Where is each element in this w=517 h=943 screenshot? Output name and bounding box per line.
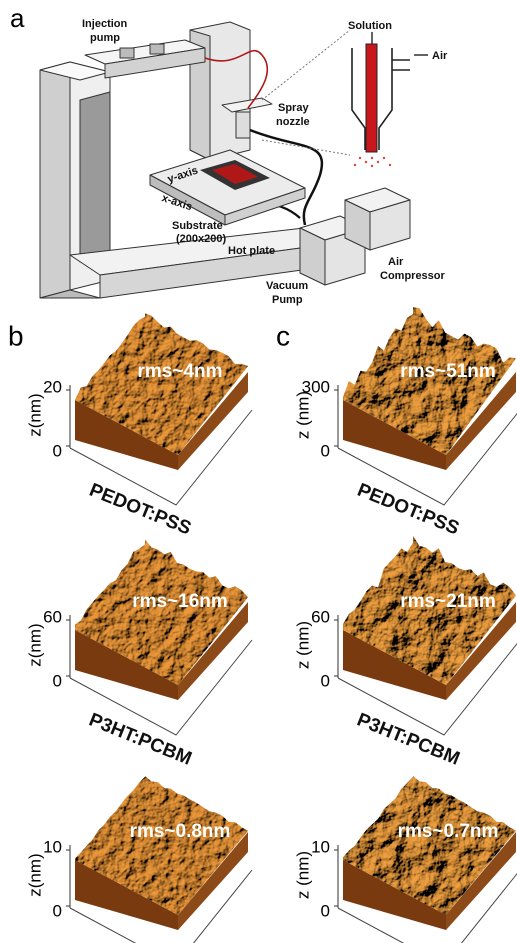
z-tick-label: 0 [321, 441, 330, 460]
nozzle-detail [352, 32, 428, 167]
label: (200x200) [176, 233, 226, 245]
rms-label: rms~4nm [137, 361, 222, 382]
z-tick-label: 10 [311, 837, 330, 856]
rms-label: rms~21nm [400, 591, 496, 612]
z-axis-label: z(nm) [25, 853, 44, 896]
rms-label: rms~16nm [132, 591, 228, 612]
rms-label: rms~51nm [400, 361, 496, 382]
z-axis-label: z (nm) [293, 391, 312, 439]
z-tick-label: 60 [43, 607, 62, 626]
z-tick-label: 0 [53, 901, 62, 920]
label: Solution [348, 20, 392, 32]
pump-block [120, 48, 134, 58]
panel-label: c [276, 320, 290, 351]
afm-image: z(nm)20 0 rms~4nm PEDOT:PSS [25, 313, 252, 539]
afm-image: z (nm)60 0 rms~21nm P3HT:PCBM [293, 536, 517, 770]
z-tick-label: 0 [53, 671, 62, 690]
solution-tube [366, 44, 377, 152]
material-label: PEDOT:PSS [354, 480, 462, 540]
spray-machine [40, 22, 410, 298]
rms-label: rms~0.7nm [398, 821, 499, 842]
label: Injection [82, 18, 128, 30]
label: Air [432, 50, 448, 62]
afm-panels: z(nm)200rms~4nmPEDOT:PSSz(nm)600rms~16nm… [25, 307, 517, 943]
afm-image: z (nm)300 0 rms~51nm PEDOT:PSS [293, 307, 517, 539]
label: Vacuum [266, 280, 308, 292]
air-inlet [392, 60, 410, 70]
material-label: P3HT:PCBM [86, 709, 195, 769]
label: Spray [278, 102, 309, 114]
label: nozzle [276, 116, 310, 128]
material-label: P3HT:PCBM [354, 709, 463, 769]
rms-label: rms~0.8nm [130, 821, 231, 842]
panel-label: b [8, 320, 24, 351]
label: Air [388, 256, 404, 268]
z-tick-label: 10 [43, 837, 62, 856]
z-axis-label: z (nm) [293, 621, 312, 669]
z-tick-label: 0 [53, 441, 62, 460]
z-axis-label: z(nm) [25, 393, 44, 436]
label: Pump [272, 294, 303, 306]
zoom-line [262, 30, 350, 100]
label: Hot plate [228, 245, 275, 257]
label: Substrate [172, 220, 223, 232]
zoom-line [262, 140, 350, 155]
figure: a Injection pump Solution Air Spray nozz… [0, 0, 517, 943]
afm-image: z(nm)60 0 rms~16nm P3HT:PCBM [25, 539, 252, 769]
z-tick-label: 0 [321, 901, 330, 920]
label: pump [90, 32, 120, 44]
pillar-side [40, 62, 70, 298]
nozzle [236, 112, 250, 138]
z-tick-label: 300 [302, 377, 330, 396]
label: Compressor [380, 270, 446, 282]
inner-wall [80, 92, 110, 262]
z-axis-label: z(nm) [25, 623, 44, 666]
z-tick-label: 0 [321, 671, 330, 690]
panel-label: a [10, 3, 25, 33]
spray [354, 157, 391, 167]
z-tick-label: 60 [311, 607, 330, 626]
z-tick-label: 20 [43, 377, 62, 396]
material-label: PEDOT:PSS [86, 480, 194, 540]
pump-block [150, 44, 164, 54]
z-axis-label: z (nm) [293, 851, 312, 899]
page: a Injection pump Solution Air Spray nozz… [0, 0, 517, 943]
